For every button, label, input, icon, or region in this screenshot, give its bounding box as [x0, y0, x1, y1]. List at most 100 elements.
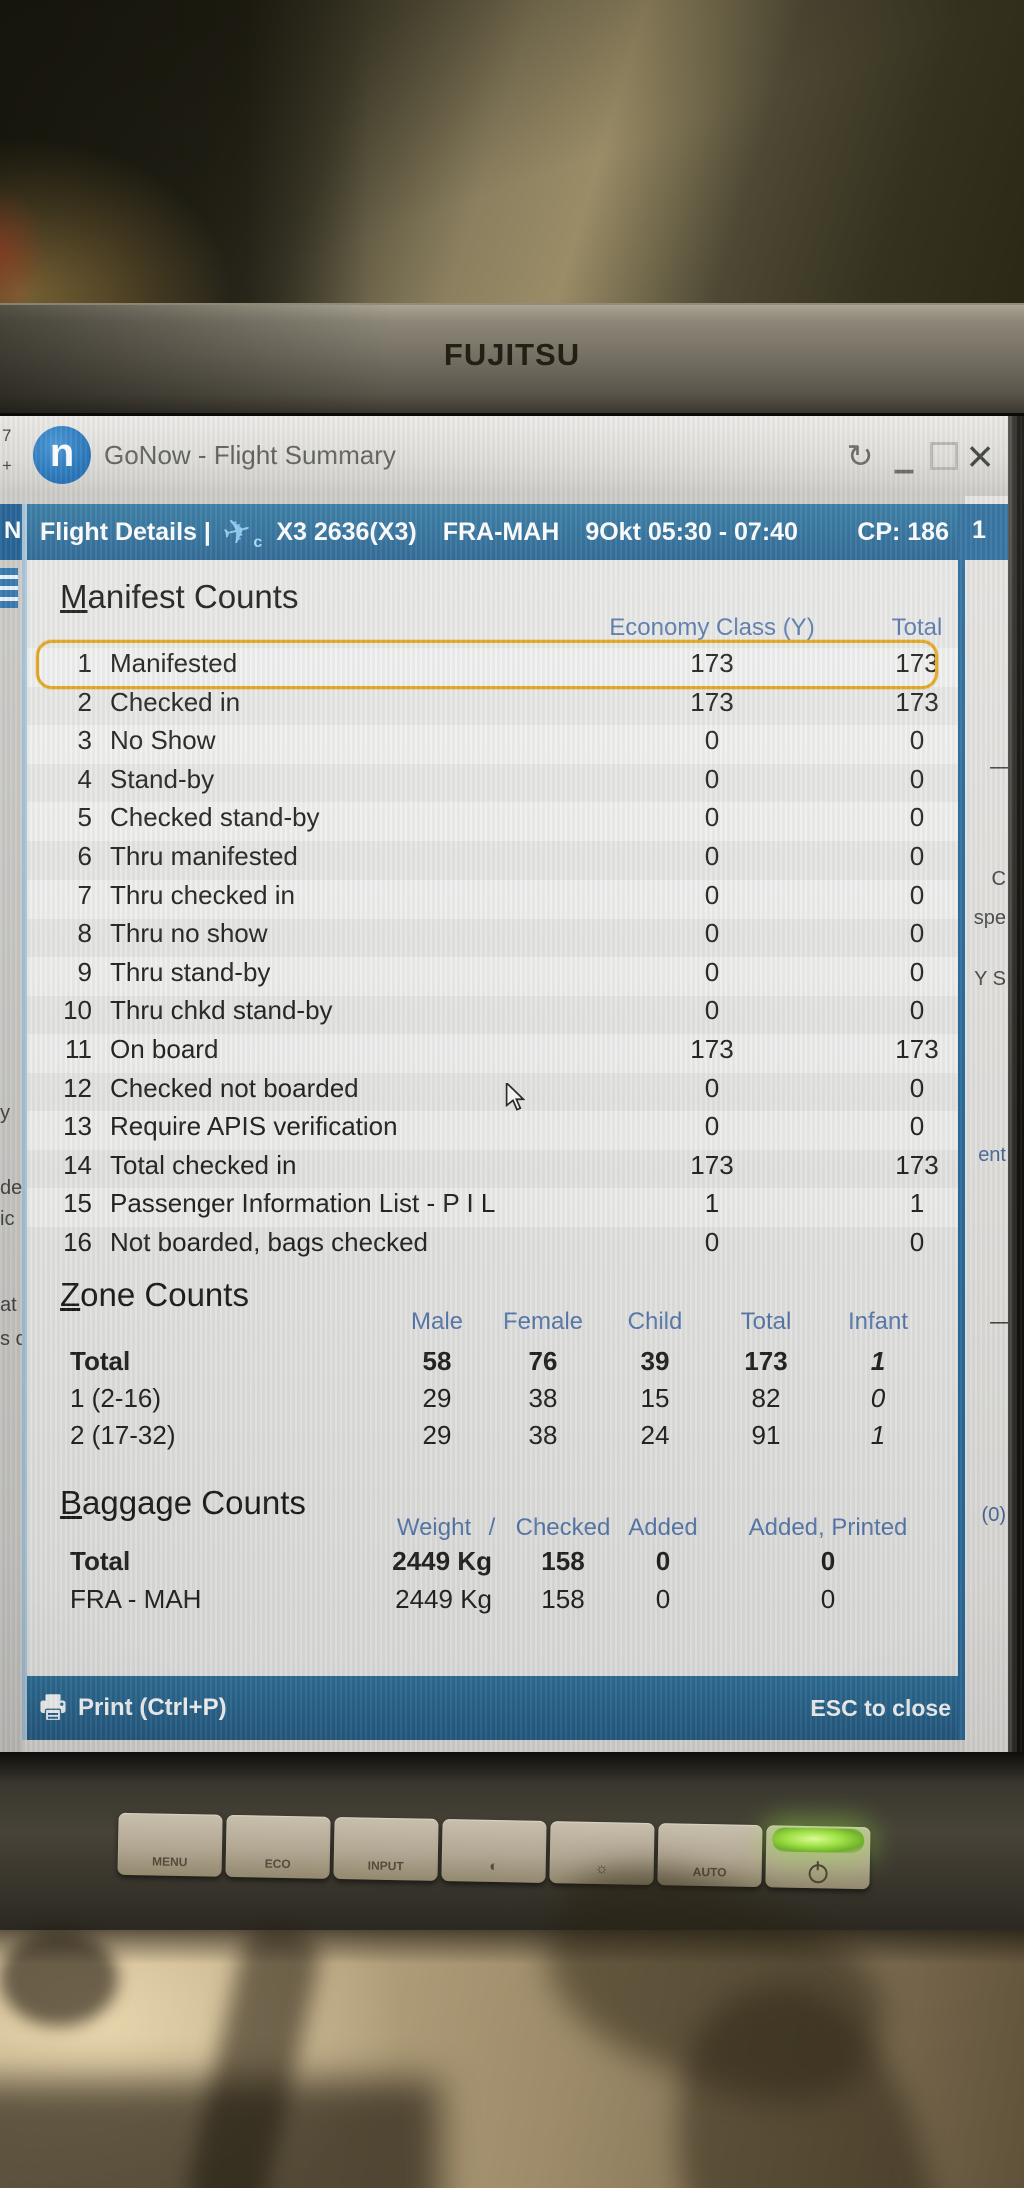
flight-summary-dialog: Flight Details | ✈ c X3 2636(X3) FRA-MAH… — [22, 504, 965, 1740]
row-number: 6 — [77, 841, 92, 871]
zone-row[interactable]: 2 (17-32) 29 38 24 91 1 — [22, 1420, 965, 1457]
baggage-column-header: Added — [628, 1514, 698, 1541]
manifest-row[interactable]: 14 Total checked in 173 173 — [22, 1150, 965, 1189]
flight-number: X3 2636(X3) — [276, 517, 417, 546]
zone-value: 29 — [422, 1420, 452, 1450]
zone-value: 39 — [640, 1346, 670, 1376]
row-label: Total checked in — [110, 1149, 297, 1180]
esc-to-close-label: ESC to close — [810, 1694, 951, 1721]
zone-label: 1 (2-16) — [70, 1383, 162, 1413]
baggage-row[interactable]: FRA - MAH 2449 Kg 158 0 0 — [22, 1584, 965, 1621]
economy-value: 0 — [704, 802, 720, 833]
row-label: Thru chkd stand-by — [110, 995, 333, 1026]
monitor-button-eco[interactable]: ECO — [225, 1814, 331, 1879]
monitor-button-menu[interactable]: MENU — [117, 1812, 223, 1877]
zone-value: 24 — [640, 1420, 670, 1450]
economy-value: 0 — [704, 918, 720, 949]
background-fragment-divider: — — [990, 1311, 1010, 1333]
total-value: 0 — [909, 995, 925, 1026]
monitor-button-power[interactable] — [765, 1825, 871, 1890]
column-header-total: Total — [891, 614, 943, 641]
monitor-button-label: ECO — [264, 1856, 291, 1872]
baggage-weight: 2449 Kg — [392, 1546, 492, 1576]
desk-surface — [0, 1833, 1024, 2188]
manifest-row[interactable]: 3 No Show 0 0 — [22, 725, 965, 765]
manifest-row[interactable]: 4 Stand-by 0 0 — [22, 764, 965, 803]
manifest-row[interactable]: 5 Checked stand-by 0 0 — [22, 802, 965, 842]
manifest-row[interactable]: 15 Passenger Information List - P I L 1 1 — [22, 1188, 965, 1228]
cable-knot-shadow — [0, 1930, 118, 2026]
maximize-icon — [930, 442, 958, 470]
economy-value: 0 — [704, 956, 720, 987]
baggage-checked: 158 — [541, 1584, 585, 1614]
manifest-row[interactable]: 6 Thru manifested 0 0 — [22, 841, 965, 880]
fragment-letter: N — [4, 517, 22, 544]
refresh-icon[interactable]: ↻ — [846, 438, 874, 474]
zone-value: 15 — [640, 1383, 670, 1413]
zone-row[interactable]: 1 (2-16) 29 38 15 82 0 — [22, 1383, 965, 1420]
baggage-counts-title: Baggage Counts — [60, 1484, 306, 1521]
baggage-row[interactable]: Total 2449 Kg 158 0 0 — [22, 1546, 965, 1583]
background-fragment-left: de — [0, 1177, 23, 1199]
maximize-button[interactable] — [924, 416, 964, 496]
baggage-added: 0 — [655, 1584, 671, 1614]
economy-value: 0 — [704, 879, 720, 910]
baggage-column-header: Checked — [515, 1514, 611, 1541]
zone-value: 0 — [870, 1383, 886, 1413]
zone-column-header: Child — [627, 1308, 683, 1335]
row-number: 2 — [77, 686, 92, 717]
manifest-row[interactable]: 2 Checked in 173 173 — [22, 687, 965, 726]
manifest-row[interactable]: 10 Thru chkd stand-by 0 0 — [22, 995, 965, 1034]
flight-details-label: Flight Details | — [40, 517, 211, 546]
economy-value: 0 — [704, 841, 720, 871]
minimize-button[interactable]: – — [893, 448, 915, 491]
row-number: 7 — [77, 879, 92, 910]
total-value: 0 — [909, 1227, 925, 1257]
baggage-added: 0 — [655, 1546, 671, 1576]
manifest-row[interactable]: 8 Thru no show 0 0 — [22, 918, 965, 957]
economy-value: 0 — [704, 763, 720, 794]
flight-datetime: 9Okt 05:30 - 07:40 — [585, 517, 798, 546]
dialog-footer: Print (Ctrl+P) ESC to close — [22, 1676, 965, 1740]
window-title: GoNow - Flight Summary — [104, 440, 396, 470]
zone-value: 82 — [751, 1383, 781, 1413]
row-label: Manifested — [110, 648, 238, 678]
background-fragment-divider: — — [990, 756, 1010, 778]
row-label: Not boarded, bags checked — [110, 1227, 428, 1257]
monitor-top-bezel: FUJITSU — [0, 303, 1024, 417]
dialog-right-edge — [958, 504, 965, 1740]
monitor-button-input[interactable]: INPUT — [333, 1816, 439, 1881]
zone-value: 1 — [870, 1420, 886, 1450]
airline-plane-sub: c — [253, 534, 263, 551]
gonow-logo-icon: n — [33, 426, 91, 484]
close-button[interactable]: × — [966, 430, 994, 482]
monitor-bottom-bezel: MENU ECO INPUT ◐ ☼ AUTO — [0, 1752, 1024, 1932]
manifest-row[interactable]: 13 Require APIS verification 0 0 — [22, 1111, 965, 1151]
row-label: On board — [110, 1034, 219, 1064]
row-label: Checked stand-by — [110, 802, 320, 833]
manifest-row[interactable]: 9 Thru stand-by 0 0 — [22, 956, 965, 996]
print-button[interactable]: Print (Ctrl+P) — [38, 1694, 227, 1722]
zone-row[interactable]: Total 58 76 39 173 1 — [22, 1346, 965, 1383]
total-value: 1 — [909, 1188, 925, 1219]
screen-strip-below-dialog — [22, 1740, 965, 1755]
total-value: 173 — [895, 686, 939, 717]
manifest-row[interactable]: 11 On board 173 173 — [22, 1034, 965, 1073]
manifest-row[interactable]: 16 Not boarded, bags checked 0 0 — [22, 1227, 965, 1266]
row-number: 9 — [77, 956, 92, 987]
manifest-row[interactable]: 1 Manifested 173 173 — [22, 648, 965, 687]
monitor-button-brightness[interactable]: ◐ — [441, 1819, 547, 1883]
total-value: 0 — [909, 725, 925, 756]
background-fragment-right: Y S — [974, 968, 1006, 990]
zone-value: 29 — [422, 1383, 452, 1413]
economy-value: 0 — [704, 1072, 720, 1103]
row-number: 12 — [63, 1072, 92, 1103]
total-value: 0 — [909, 956, 925, 987]
zone-label: Total — [70, 1346, 131, 1376]
baggage-weight: 2449 Kg — [395, 1584, 492, 1614]
row-number: 14 — [63, 1149, 92, 1180]
manifest-row[interactable]: 12 Checked not boarded 0 0 — [22, 1073, 965, 1112]
total-value: 0 — [909, 841, 925, 871]
manifest-row[interactable]: 7 Thru checked in 0 0 — [22, 879, 965, 919]
baggage-column-header: Added, Printed — [748, 1514, 908, 1541]
